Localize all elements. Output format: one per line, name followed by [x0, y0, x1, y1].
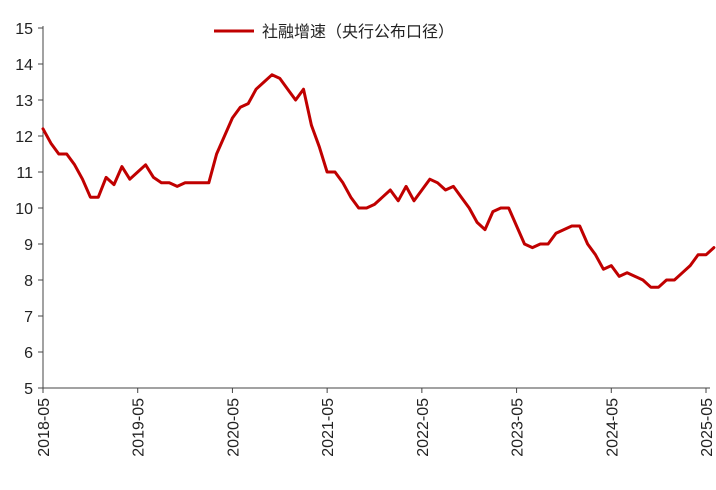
- y-tick-label: 6: [24, 345, 33, 362]
- x-tick-label: 2020-05: [225, 398, 242, 457]
- x-tick-label: 2023-05: [510, 398, 527, 457]
- x-tick-label: 2024-05: [604, 398, 621, 457]
- x-tick-label: 2018-05: [36, 398, 53, 457]
- y-tick-label: 14: [15, 57, 33, 74]
- legend: 社融增速（央行公布口径）: [214, 22, 454, 41]
- y-tick-label: 12: [15, 129, 33, 146]
- x-tick-label: 2022-05: [415, 398, 432, 457]
- y-tick-label: 9: [24, 237, 33, 254]
- x-tick-label: 2019-05: [131, 398, 148, 457]
- y-tick-label: 13: [15, 93, 33, 110]
- y-tick-label: 11: [16, 165, 33, 182]
- series-layer: [41, 73, 716, 289]
- series-line-social-financing-growth: [41, 73, 716, 289]
- y-tick-label: 5: [24, 381, 33, 398]
- y-axis: 5 6 7 8 9 10 11 12 13 14 15: [15, 21, 44, 398]
- y-tick-label: 8: [24, 273, 33, 290]
- legend-label: 社融增速（央行公布口径）: [262, 22, 454, 41]
- y-tick-label: 10: [15, 201, 33, 218]
- x-axis: 2018-05 2019-05 2020-05 2021-05 2022-05 2023-…: [36, 387, 716, 457]
- x-tick-label: 2021-05: [320, 398, 337, 457]
- y-tick-label: 7: [24, 309, 33, 326]
- x-tick-label: 2025-05: [699, 398, 716, 457]
- y-tick-label: 15: [15, 21, 33, 38]
